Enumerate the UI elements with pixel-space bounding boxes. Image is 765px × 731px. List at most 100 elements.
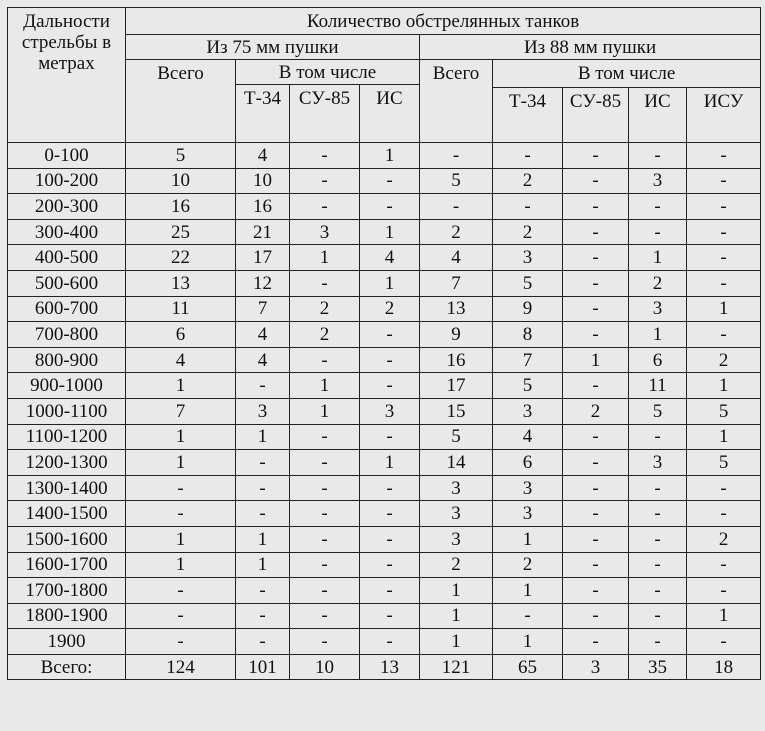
gun75-is-header: ИС xyxy=(359,84,420,143)
gun88-isu-cell: - xyxy=(685,269,762,297)
table-body: 0-100 5 4-1- - - - -100-200 10 10- -5 2-3-200-300 1… xyxy=(7,142,762,681)
gun75-t34-cell: 16 xyxy=(235,193,290,220)
range-cell: 200-300 xyxy=(7,193,126,220)
gun75-t34-cell: 1 xyxy=(235,525,290,553)
gun75-total-cell: - xyxy=(125,602,236,630)
gun75-su85-cell: - xyxy=(289,525,360,553)
gun88-total-cell: 4 xyxy=(419,244,493,271)
gun88-total-cell: 3 xyxy=(419,474,493,502)
gun88-is-cell: 11 xyxy=(628,372,687,399)
gun88-su85-cell: - xyxy=(562,142,629,169)
table-row: 1700-1800- - - -1 1- - - xyxy=(7,577,762,604)
gun88-isu-cell: 1 xyxy=(685,372,762,399)
gun75-is-cell: 3 xyxy=(359,397,420,425)
gun75-total-cell: 1 xyxy=(125,449,236,476)
gun75-is-cell: 1 xyxy=(359,449,420,476)
gun75-su85-cell: - xyxy=(289,167,360,195)
table-row: 0-100 5 4-1- - - - - xyxy=(7,142,762,169)
gun75-t34-cell: - xyxy=(235,602,290,630)
gun75-is-cell: 4 xyxy=(359,244,420,271)
table-row: 1000-1100 7 3 1 3 15 3 2 5 5 xyxy=(7,397,762,425)
gun88-su85-cell: 1 xyxy=(562,346,629,374)
gun88-su85-cell: - xyxy=(562,321,629,348)
gun75-is-cell: - xyxy=(359,577,420,604)
gun75-total-cell: - xyxy=(125,500,236,527)
table-row: 200-300 16 16- - - - - - - xyxy=(7,193,762,220)
table-row: 1800-1900- - - -1- - -1 xyxy=(7,602,762,630)
gun75-t34-cell: 10 xyxy=(235,167,290,195)
gun88-is-header: ИС xyxy=(628,87,687,143)
gun75-su85-cell: - xyxy=(289,500,360,527)
range-cell: 1400-1500 xyxy=(7,500,126,527)
gun75-su85-cell: - xyxy=(289,193,360,220)
gun75-total-cell: 6 xyxy=(125,321,236,348)
gun88-t34-cell: - xyxy=(492,193,563,220)
table-row: 1500-1600 1 1- -3 1- -2 xyxy=(7,525,762,553)
gun88-total-cell: 9 xyxy=(419,321,493,348)
gun75-total-cell: 4 xyxy=(125,346,236,374)
gun88-total-cell: 5 xyxy=(419,167,493,195)
gun75-is-cell: 1 xyxy=(359,218,420,246)
gun75-t34-cell: 17 xyxy=(235,244,290,271)
gun75-is-cell: - xyxy=(359,474,420,502)
range-cell: 1300-1400 xyxy=(7,474,126,502)
table-row: 300-400 25 21 3 1 2 2- - - xyxy=(7,218,762,246)
gun88-is-cell: - xyxy=(628,602,687,630)
gun88-t34-cell: 9 xyxy=(492,295,563,323)
table-row: 800-900 4 4- -16 7 1 6 2 xyxy=(7,346,762,374)
gun75-total-cell: 124 xyxy=(125,653,236,681)
gun88-t34-cell: 8 xyxy=(492,321,563,348)
gun75-is-cell: - xyxy=(359,551,420,579)
gun88-t34-cell: - xyxy=(492,142,563,169)
gun75-su85-cell: 1 xyxy=(289,397,360,425)
gun88-total-cell: 7 xyxy=(419,269,493,297)
gun88-t34-cell: 3 xyxy=(492,397,563,425)
gun75-total-cell: - xyxy=(125,577,236,604)
gun75-t34-cell: 4 xyxy=(235,346,290,374)
gun75-total-cell: 7 xyxy=(125,397,236,425)
gun75-is-cell: - xyxy=(359,525,420,553)
range-cell: 1200-1300 xyxy=(7,449,126,476)
gun88-su85-cell: - xyxy=(562,193,629,220)
gun88-t34-cell: 3 xyxy=(492,244,563,271)
gun88-su85-cell: - xyxy=(562,218,629,246)
range-cell: 1800-1900 xyxy=(7,602,126,630)
gun88-total-cell: 121 xyxy=(419,653,493,681)
table-row: 600-700 11 7 2 2 13 9-3 1 xyxy=(7,295,762,323)
gun88-total-cell: 17 xyxy=(419,372,493,399)
gun75-t34-cell: - xyxy=(235,500,290,527)
gun88-total-cell: 1 xyxy=(419,577,493,604)
gun88-total-header: Всего xyxy=(419,59,493,143)
range-cell: Всего: xyxy=(7,653,126,681)
gun88-total-cell: 3 xyxy=(419,525,493,553)
gun88-total-cell: - xyxy=(419,142,493,169)
gun88-isu-header: ИСУ xyxy=(685,87,762,143)
gun75-total-cell: 22 xyxy=(125,244,236,271)
table-row: 1900- - - -1 1- - - xyxy=(7,628,762,655)
range-cell: 0-100 xyxy=(7,142,126,169)
gun88-is-cell: - xyxy=(628,423,687,451)
gun88-total-cell: 13 xyxy=(419,295,493,323)
gun75-su85-cell: 1 xyxy=(289,372,360,399)
gun75-t34-cell: - xyxy=(235,372,290,399)
gun75-total-cell: 11 xyxy=(125,295,236,323)
gun88-total-cell: 1 xyxy=(419,628,493,655)
table-row: 500-600 13 12-1 7 5-2- xyxy=(7,269,762,297)
gun75-total-cell: 10 xyxy=(125,167,236,195)
gun88-isu-cell: - xyxy=(685,577,762,604)
gun75-su85-cell: 2 xyxy=(289,295,360,323)
gun75-is-cell: 1 xyxy=(359,142,420,169)
gun75-is-cell: - xyxy=(359,423,420,451)
gun88-isu-cell: 5 xyxy=(685,397,762,425)
range-header: Дальности стрельбы в метрах xyxy=(7,7,126,143)
gun75-total-cell: 1 xyxy=(125,423,236,451)
gun75-is-cell: 1 xyxy=(359,269,420,297)
gun88-is-cell: 6 xyxy=(628,346,687,374)
gun88-t34-cell: 1 xyxy=(492,577,563,604)
gun88-total-cell: - xyxy=(419,193,493,220)
gun75-total-cell: 5 xyxy=(125,142,236,169)
gun75-t34-cell: - xyxy=(235,628,290,655)
gun75-total-cell: - xyxy=(125,474,236,502)
gun88-is-cell: - xyxy=(628,193,687,220)
gun88-including-header: В том числе xyxy=(491,59,762,88)
